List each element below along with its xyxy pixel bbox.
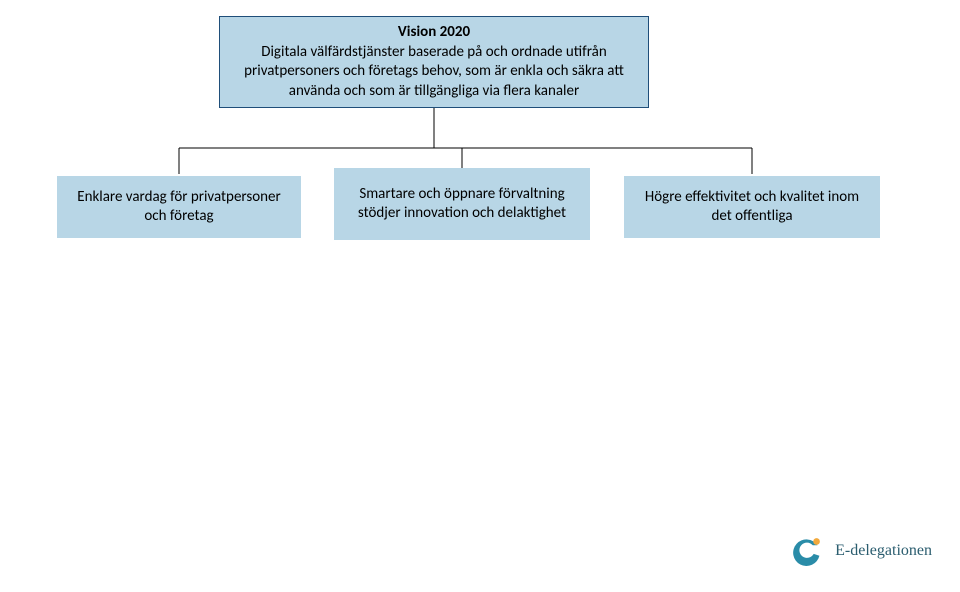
- goal-box-3: Högre effektivitet och kvalitet inom det…: [624, 176, 880, 238]
- vision-title: Vision 2020: [398, 23, 470, 43]
- logo: E-delegationen: [789, 532, 932, 570]
- e-delegationen-logo-icon: [789, 532, 827, 570]
- goal-text: Enklare vardag för privatpersoner och fö…: [67, 188, 291, 227]
- goal-text: Högre effektivitet och kvalitet inom det…: [634, 188, 870, 227]
- vision-box: Vision 2020 Digitala välfärdstjänster ba…: [219, 16, 649, 108]
- goal-box-2: Smartare och öppnare förvaltning stödjer…: [334, 168, 590, 240]
- goal-text: Smartare och öppnare förvaltning stödjer…: [344, 185, 580, 224]
- vision-body: Digitala välfärdstjänster baserade på oc…: [230, 43, 638, 102]
- goal-box-1: Enklare vardag för privatpersoner och fö…: [57, 176, 301, 238]
- logo-text: E-delegationen: [835, 542, 932, 560]
